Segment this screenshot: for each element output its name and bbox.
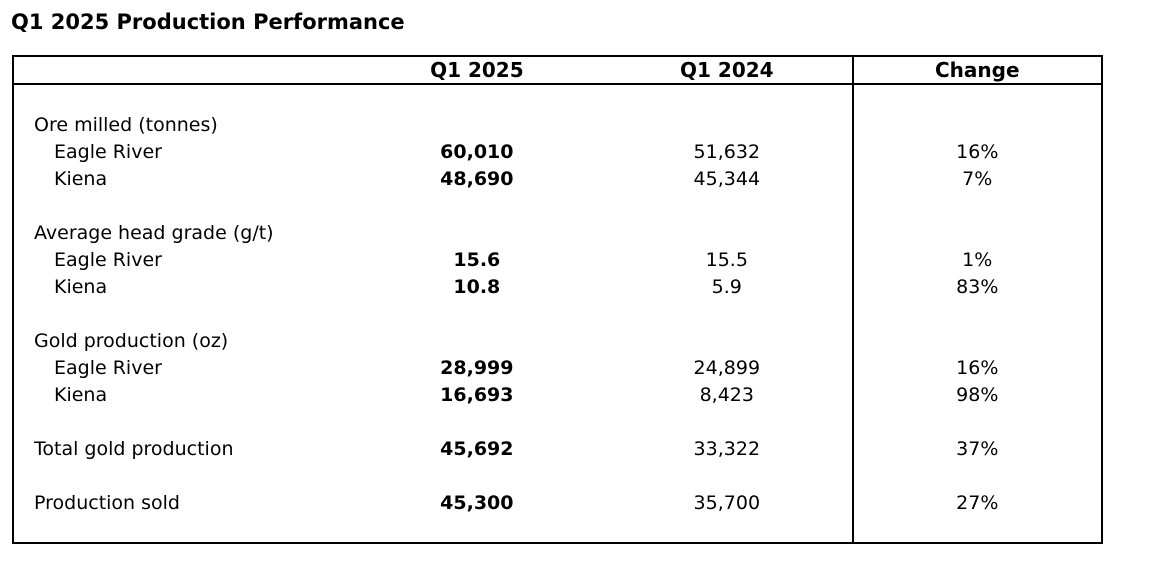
table-row: Eagle River 15.6 15.5 1% [13, 246, 1102, 273]
section-label: Ore milled (tonnes) [34, 113, 218, 136]
q1-2024-value: 45,344 [693, 167, 761, 190]
metric-label: Kiena [54, 167, 108, 190]
q1-2024-value: 33,322 [693, 437, 761, 460]
header-change: Change [851, 56, 1102, 85]
change-value: 1% [851, 246, 1102, 273]
metric-label: Eagle River [54, 356, 162, 379]
section-label: Gold production (oz) [34, 329, 229, 352]
header-metric [13, 56, 352, 85]
change-value: 7% [851, 165, 1102, 192]
q1-2024-value: 15.5 [705, 248, 748, 271]
spacer-row [13, 84, 1102, 111]
metric-label: Eagle River [54, 140, 162, 163]
spacer-row [13, 192, 1102, 219]
q1-2025-value: 48,690 [440, 167, 514, 190]
change-value: 16% [851, 138, 1102, 165]
production-performance-table: Q1 2025 Q1 2024 Change Ore milled (tonne… [12, 55, 1103, 544]
metric-label: Total gold production [34, 437, 234, 460]
header-q1-2024: Q1 2024 [602, 56, 853, 85]
q1-2025-value: 28,999 [440, 356, 514, 379]
q1-2025-value: 10.8 [453, 275, 501, 298]
q1-2024-value: 24,899 [693, 356, 761, 379]
metric-label: Kiena [54, 383, 108, 406]
section-label: Average head grade (g/t) [34, 221, 274, 244]
q1-2024-value: 8,423 [699, 383, 754, 406]
table-row: Eagle River 28,999 24,899 16% [13, 354, 1102, 381]
q1-2025-value: 45,692 [440, 437, 514, 460]
q1-2024-value: 35,700 [693, 491, 761, 514]
spacer-row [13, 408, 1102, 435]
table-row: Eagle River 60,010 51,632 16% [13, 138, 1102, 165]
table-header-row: Q1 2025 Q1 2024 Change [13, 56, 1102, 85]
table-row: Kiena 16,693 8,423 98% [13, 381, 1102, 408]
q1-2025-value: 45,300 [440, 491, 514, 514]
table-row: Kiena 48,690 45,344 7% [13, 165, 1102, 192]
table-row: Kiena 10.8 5.9 83% [13, 273, 1102, 300]
spacer-row [13, 516, 1102, 543]
q1-2024-value: 5.9 [711, 275, 742, 298]
change-value: 37% [851, 435, 1102, 462]
page-title: Q1 2025 Production Performance [11, 10, 405, 34]
change-value: 98% [851, 381, 1102, 408]
q1-2025-value: 16,693 [440, 383, 514, 406]
total-row: Total gold production 45,692 33,322 37% [13, 435, 1102, 462]
change-value: 27% [851, 489, 1102, 516]
total-row: Production sold 45,300 35,700 27% [13, 489, 1102, 516]
metric-label: Production sold [34, 491, 180, 514]
change-value: 83% [851, 273, 1102, 300]
section-header-row: Gold production (oz) [13, 327, 1102, 354]
metric-label: Eagle River [54, 248, 162, 271]
q1-2025-value: 60,010 [440, 140, 514, 163]
q1-2024-value: 51,632 [693, 140, 761, 163]
q1-2025-value: 15.6 [453, 248, 501, 271]
section-header-row: Average head grade (g/t) [13, 219, 1102, 246]
section-header-row: Ore milled (tonnes) [13, 111, 1102, 138]
metric-label: Kiena [54, 275, 108, 298]
header-q1-2025: Q1 2025 [351, 56, 603, 85]
spacer-row [13, 300, 1102, 327]
change-value: 16% [851, 354, 1102, 381]
spacer-row [13, 462, 1102, 489]
